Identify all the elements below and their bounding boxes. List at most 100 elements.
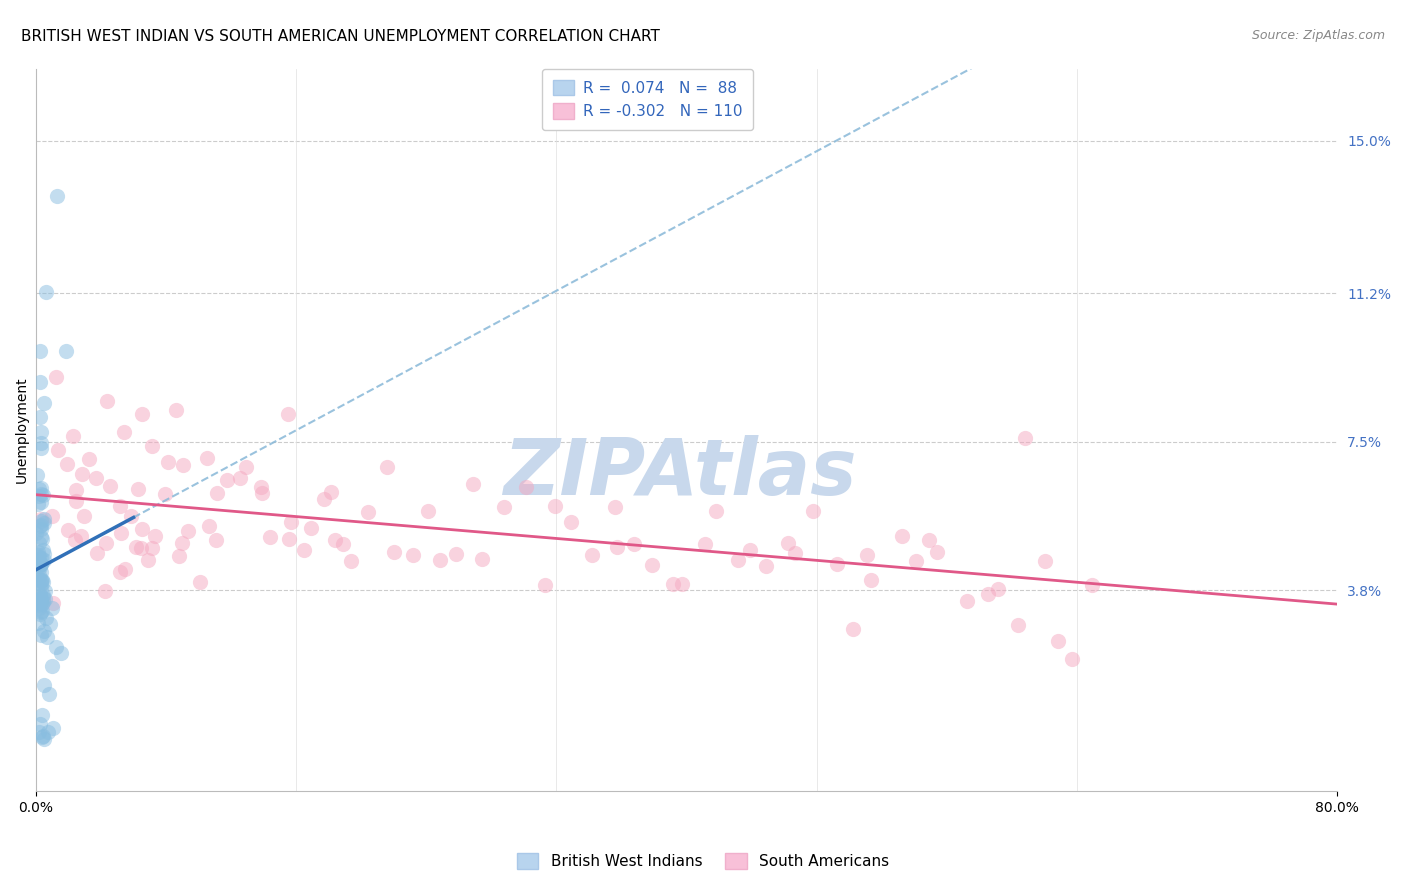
Point: [31, 708, 53, 723]
Point: [30, 574, 52, 588]
Point: [1046, 634, 1069, 648]
Point: [28, 599, 51, 613]
Point: [65, 494, 87, 508]
Point: [46, 443, 69, 458]
Point: [32, 591, 55, 605]
Point: [27, 548, 49, 562]
Legend: British West Indians, South Americans: British West Indians, South Americans: [510, 847, 896, 875]
Point: [31, 488, 53, 502]
Point: [56, 523, 79, 537]
Point: [27, 575, 49, 590]
Point: [94, 536, 117, 550]
Point: [31, 595, 53, 609]
Point: [30, 495, 52, 509]
Point: [299, 521, 322, 535]
Point: [170, 536, 193, 550]
Point: [165, 402, 187, 417]
Point: [280, 516, 302, 530]
Point: [28, 410, 51, 425]
Point: [31, 597, 53, 611]
Point: [110, 565, 132, 579]
Point: [34, 512, 56, 526]
Point: [30, 441, 52, 455]
Point: [977, 587, 1000, 601]
Point: [32, 542, 55, 557]
Point: [28, 489, 51, 503]
Point: [177, 524, 200, 538]
Point: [30, 512, 52, 526]
Point: [28, 567, 51, 582]
Point: [96, 393, 118, 408]
Point: [1014, 431, 1036, 445]
Point: [801, 504, 824, 518]
Point: [30, 588, 52, 602]
Point: [27, 545, 49, 559]
Point: [825, 557, 848, 571]
Point: [31, 575, 53, 590]
Point: [27, 596, 49, 610]
Point: [312, 491, 335, 506]
Point: [28, 536, 51, 550]
Point: [30, 605, 52, 619]
Point: [34, 610, 56, 624]
Point: [927, 545, 949, 559]
Point: [70, 529, 93, 543]
Point: [70, 467, 93, 481]
Point: [49, 646, 72, 660]
Point: [198, 519, 221, 533]
Point: [30, 565, 52, 579]
Point: [492, 500, 515, 515]
Point: [41, 659, 63, 673]
Point: [34, 583, 56, 598]
Point: [28, 601, 51, 615]
Point: [41, 508, 63, 523]
Point: [141, 439, 163, 453]
Point: [27, 615, 49, 630]
Point: [204, 533, 226, 547]
Point: [110, 525, 132, 540]
Point: [55, 343, 77, 358]
Point: [30, 573, 52, 587]
Point: [195, 450, 218, 465]
Point: [131, 522, 153, 536]
Point: [515, 480, 537, 494]
Point: [131, 407, 153, 421]
Point: [32, 553, 55, 567]
Point: [30, 487, 52, 501]
Point: [136, 552, 159, 566]
Point: [157, 455, 180, 469]
Point: [28, 519, 51, 533]
Point: [56, 457, 79, 471]
Point: [1035, 554, 1057, 568]
Point: [28, 560, 51, 574]
Point: [30, 435, 52, 450]
Point: [560, 515, 582, 529]
Point: [446, 547, 468, 561]
Point: [623, 536, 645, 550]
Point: [35, 285, 58, 300]
Point: [30, 577, 52, 591]
Point: [28, 591, 51, 605]
Point: [890, 529, 912, 543]
Point: [37, 724, 59, 739]
Point: [62, 428, 84, 442]
Point: [31, 589, 53, 603]
Point: [94, 583, 117, 598]
Point: [31, 582, 53, 596]
Point: [45, 640, 67, 654]
Point: [277, 407, 299, 421]
Point: [30, 518, 52, 533]
Point: [382, 545, 405, 559]
Point: [30, 514, 52, 528]
Point: [416, 504, 439, 518]
Point: [28, 558, 51, 573]
Point: [28, 591, 51, 606]
Y-axis label: Unemployment: Unemployment: [15, 376, 30, 483]
Point: [319, 484, 342, 499]
Point: [114, 562, 136, 576]
Point: [1080, 578, 1102, 592]
Point: [45, 189, 67, 203]
Point: [30, 558, 52, 572]
Point: [39, 616, 62, 631]
Point: [31, 573, 53, 587]
